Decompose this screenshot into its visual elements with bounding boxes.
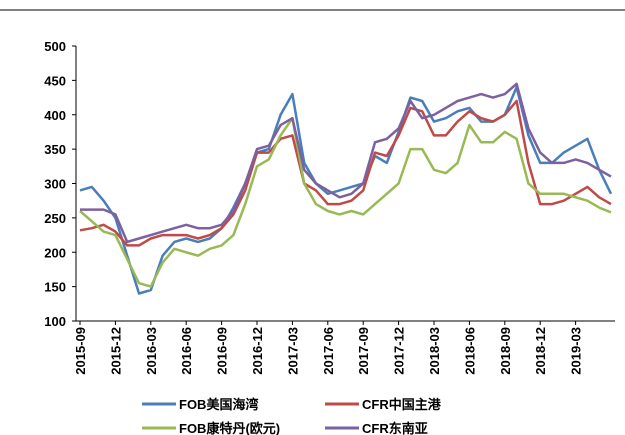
x-tick-label: 2018-12 bbox=[533, 327, 548, 375]
y-tick-label: 300 bbox=[44, 177, 66, 192]
series-line bbox=[79, 99, 612, 247]
x-tick-label: 2017-09 bbox=[356, 327, 371, 375]
x-tick-label: 2016-09 bbox=[215, 327, 230, 375]
x-tick-label: 2015-09 bbox=[73, 327, 88, 375]
legend-label: CFR东南亚 bbox=[362, 421, 428, 435]
series-line bbox=[80, 82, 612, 244]
x-tick-label: 2016-03 bbox=[144, 327, 159, 375]
x-tick-label: 2017-06 bbox=[321, 327, 336, 375]
y-tick-label: 200 bbox=[44, 245, 66, 260]
series-line bbox=[79, 86, 613, 295]
x-tick-label: 2017-03 bbox=[285, 327, 300, 375]
series-line bbox=[79, 116, 612, 288]
y-tick-label: 150 bbox=[44, 280, 66, 295]
x-tick-label: 2018-09 bbox=[498, 327, 513, 375]
x-tick-label: 2015-12 bbox=[108, 327, 123, 375]
x-tick-label: 2016-12 bbox=[250, 327, 265, 375]
y-tick-label: 100 bbox=[44, 314, 66, 329]
y-tick-label: 450 bbox=[44, 73, 66, 88]
y-tick-label: 250 bbox=[44, 211, 66, 226]
x-tick-label: 2018-03 bbox=[427, 327, 442, 375]
legend-label: FOB美国海湾 bbox=[179, 397, 258, 412]
y-tick-label: 350 bbox=[44, 142, 66, 157]
y-tick-label: 400 bbox=[44, 108, 66, 123]
x-tick-label: 2019-03 bbox=[569, 327, 584, 375]
legend-label: FOB康特丹(欧元) bbox=[179, 421, 280, 435]
x-tick-label: 2017-12 bbox=[392, 327, 407, 375]
y-tick-label: 500 bbox=[44, 39, 66, 54]
legend-label: CFR中国主港 bbox=[362, 397, 442, 412]
x-tick-label: 2016-06 bbox=[179, 327, 194, 375]
x-tick-label: 2018-06 bbox=[462, 327, 477, 375]
